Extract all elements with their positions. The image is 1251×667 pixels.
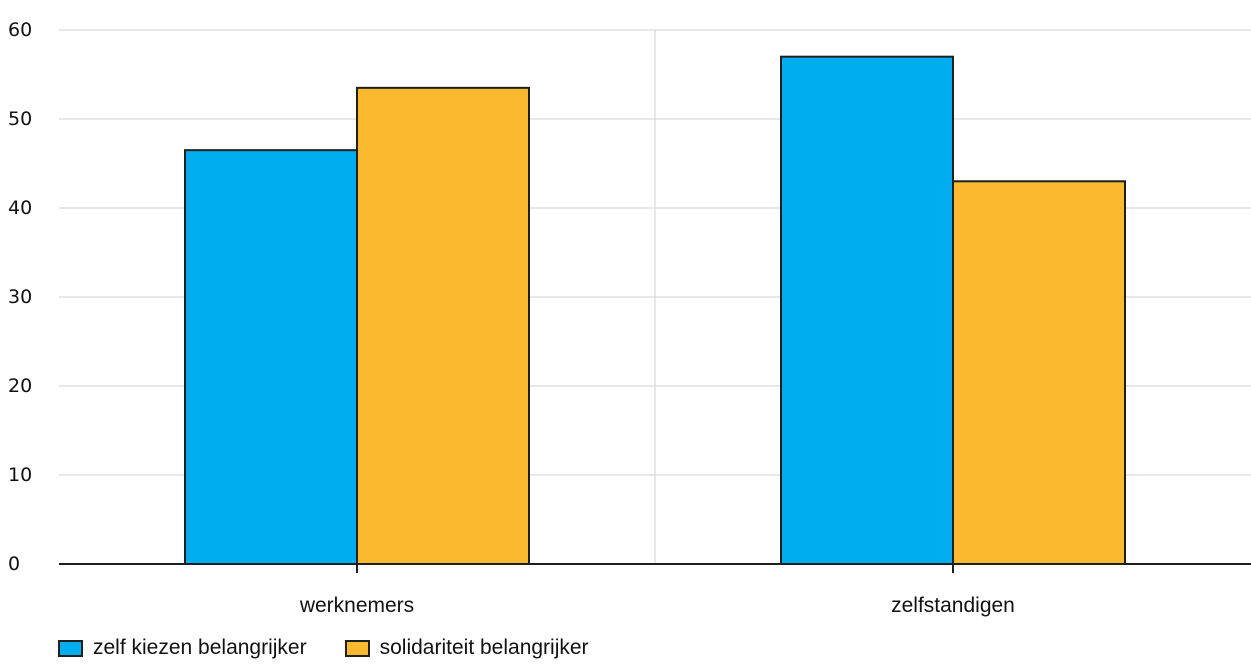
legend-swatch-zelf-kiezen <box>58 639 83 657</box>
bar-zelfstandigen-series-1 <box>780 55 954 565</box>
legend-swatch-solidariteit <box>344 639 370 657</box>
legend-label-zelf-kiezen: zelf kiezen belangrijker <box>93 636 307 659</box>
y-tick-label-30: 30 <box>8 286 32 308</box>
y-tick-label-20: 20 <box>8 375 32 397</box>
y-tick-label-60: 60 <box>8 19 32 41</box>
legend-item-zelf-kiezen: zelf kiezen belangrijker <box>58 636 307 660</box>
legend-item-solidariteit: solidariteit belangrijker <box>344 636 589 660</box>
legend-label-solidariteit: solidariteit belangrijker <box>379 636 589 659</box>
x-tick-label-werknemers: werknemers <box>299 594 414 617</box>
y-tick-label-50: 50 <box>8 108 32 130</box>
y-tick-label-40: 40 <box>8 197 32 219</box>
bar-werknemers-series-1 <box>184 149 358 565</box>
bar-werknemers-series-2 <box>356 86 530 565</box>
legend: zelf kiezen belangrijker solidariteit be… <box>58 636 589 660</box>
x-tick-label-zelfstandigen: zelfstandigen <box>891 594 1015 617</box>
y-tick-label-0: 0 <box>8 553 20 575</box>
bar-zelfstandigen-series-2 <box>952 180 1126 566</box>
y-tick-label-10: 10 <box>8 464 32 486</box>
